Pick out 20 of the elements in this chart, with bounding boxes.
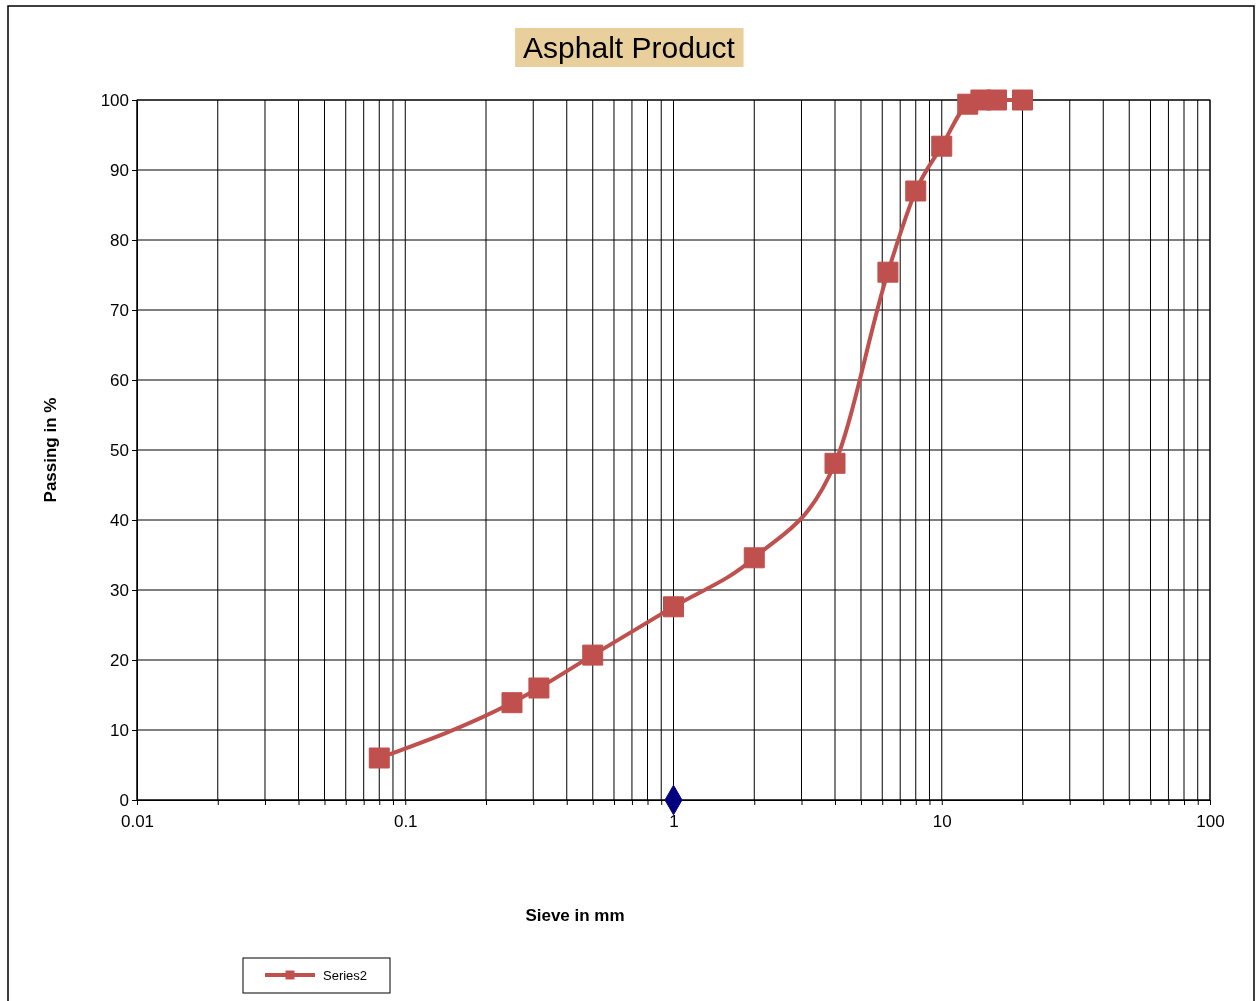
y-tick-label: 50 xyxy=(110,440,129,460)
y-tick-label: 70 xyxy=(110,300,129,320)
x-tick-label: 0.01 xyxy=(120,811,155,831)
x-tick-label: 100 xyxy=(1196,811,1225,831)
chart-title: Asphalt Product xyxy=(523,31,736,64)
y-tick-label: 100 xyxy=(100,90,129,110)
x-tick-label: 10 xyxy=(932,811,952,831)
legend-label: Series2 xyxy=(323,968,368,983)
x-axis-title: Sieve in mm xyxy=(525,906,625,925)
y-tick-label: 60 xyxy=(110,370,129,390)
y-tick-label: 10 xyxy=(110,720,129,740)
y-tick-label: 80 xyxy=(110,230,129,250)
y-tick-label: 0 xyxy=(119,790,129,810)
y-tick-label: 40 xyxy=(110,510,129,530)
y-tick-label: 20 xyxy=(110,650,129,670)
y-tick-label: 90 xyxy=(110,160,129,180)
x-tick-label: 0.1 xyxy=(393,811,418,831)
y-tick-label: 30 xyxy=(110,580,129,600)
y-axis-title: Passing in % xyxy=(41,397,60,503)
x-tick-label: 1 xyxy=(669,811,679,831)
